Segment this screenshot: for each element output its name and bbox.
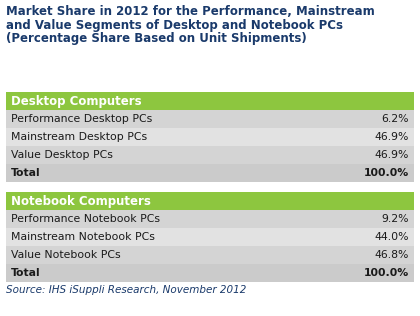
Text: Source: IHS iSuppli Research, November 2012: Source: IHS iSuppli Research, November 2… bbox=[6, 285, 247, 295]
Bar bbox=[270, 164, 414, 182]
Bar bbox=[270, 110, 414, 128]
Bar bbox=[6, 110, 270, 128]
Text: Performance Desktop PCs: Performance Desktop PCs bbox=[11, 114, 152, 124]
Text: and Value Segments of Desktop and Notebook PCs: and Value Segments of Desktop and Notebo… bbox=[6, 19, 343, 32]
Bar bbox=[270, 246, 414, 264]
Bar bbox=[270, 146, 414, 164]
Text: Market Share in 2012 for the Performance, Mainstream: Market Share in 2012 for the Performance… bbox=[6, 5, 375, 18]
Text: (Percentage Share Based on Unit Shipments): (Percentage Share Based on Unit Shipment… bbox=[6, 32, 307, 45]
Bar bbox=[270, 228, 414, 246]
Text: 9.2%: 9.2% bbox=[381, 214, 409, 224]
Bar bbox=[6, 192, 270, 210]
Text: Mainstream Desktop PCs: Mainstream Desktop PCs bbox=[11, 132, 147, 142]
Bar bbox=[6, 228, 270, 246]
Bar bbox=[6, 264, 270, 282]
Bar bbox=[6, 128, 270, 146]
Bar bbox=[270, 128, 414, 146]
Text: Performance Notebook PCs: Performance Notebook PCs bbox=[11, 214, 160, 224]
Text: 46.8%: 46.8% bbox=[375, 250, 409, 260]
Bar bbox=[6, 210, 270, 228]
Bar bbox=[6, 164, 270, 182]
Text: Value Notebook PCs: Value Notebook PCs bbox=[11, 250, 121, 260]
Bar bbox=[270, 264, 414, 282]
Text: 100.0%: 100.0% bbox=[364, 168, 409, 178]
Text: 6.2%: 6.2% bbox=[381, 114, 409, 124]
Text: 100.0%: 100.0% bbox=[364, 268, 409, 278]
Text: 46.9%: 46.9% bbox=[375, 132, 409, 142]
Text: Total: Total bbox=[11, 268, 41, 278]
Text: Value Desktop PCs: Value Desktop PCs bbox=[11, 150, 113, 160]
Bar bbox=[270, 192, 414, 210]
Bar bbox=[6, 92, 270, 110]
Bar bbox=[6, 246, 270, 264]
Text: 46.9%: 46.9% bbox=[375, 150, 409, 160]
Text: 44.0%: 44.0% bbox=[375, 232, 409, 242]
Text: Desktop Computers: Desktop Computers bbox=[11, 94, 142, 107]
Bar bbox=[270, 92, 414, 110]
Bar bbox=[6, 146, 270, 164]
Text: Total: Total bbox=[11, 168, 41, 178]
Text: Mainstream Notebook PCs: Mainstream Notebook PCs bbox=[11, 232, 155, 242]
Bar bbox=[270, 210, 414, 228]
Text: Notebook Computers: Notebook Computers bbox=[11, 195, 151, 208]
